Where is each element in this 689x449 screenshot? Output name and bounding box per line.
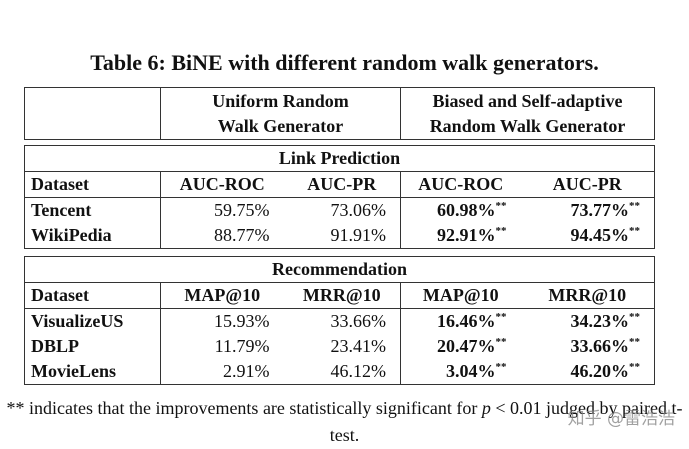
data-row: DBLP 11.79% 23.41% 20.47%** 33.66%** bbox=[25, 334, 655, 359]
value-cell: 94.45%** bbox=[521, 223, 655, 249]
column-header: AUC-ROC bbox=[160, 171, 284, 198]
dataset-name: MovieLens bbox=[31, 361, 116, 381]
table-body: Uniform Random Walk Generator Biased and S… bbox=[25, 87, 655, 140]
data-row: WikiPedia 88.77% 91.91% 92.91%** 94.45%** bbox=[25, 223, 655, 249]
value-cell: 2.91% bbox=[160, 359, 284, 385]
value-cell: 33.66% bbox=[330, 311, 387, 331]
value: 34.23% bbox=[570, 311, 630, 331]
column-header-row: Dataset MAP@10 MRR@10 MAP@10 MRR@10 bbox=[24, 282, 655, 309]
watermark: 知乎 @雷浩浩 bbox=[567, 409, 675, 429]
column-header: Dataset bbox=[24, 171, 161, 198]
data-row: MovieLens 2.91% 46.12% 3.04%** 46.20%** bbox=[25, 359, 655, 385]
footnote-symbol: p bbox=[481, 398, 491, 418]
column-header: AUC-PR bbox=[283, 171, 401, 198]
column-header: MAP@10 bbox=[400, 282, 521, 309]
value-cell: 73.77%** bbox=[521, 198, 655, 224]
header-group: Uniform Random Walk Generator bbox=[159, 87, 401, 140]
data-row: Tencent 59.75% 73.06% 60.98%** 73.77%** bbox=[25, 197, 655, 224]
value: 73.77% bbox=[570, 200, 630, 220]
column-header: MAP@10 bbox=[160, 282, 284, 309]
value-cell: 16.46%** bbox=[400, 308, 521, 334]
dataset-name: Tencent bbox=[31, 200, 92, 220]
significance-mark: ** bbox=[495, 225, 507, 237]
dataset-name: WikiPedia bbox=[31, 225, 112, 245]
table-block: Recommendation Dataset MAP@10 MRR@10 MAP@10 M… bbox=[24, 256, 656, 385]
significance-mark: ** bbox=[495, 311, 507, 323]
table-block: Link Prediction Dataset AUC-ROC AUC-PR AUC-R… bbox=[24, 145, 656, 249]
value: 16.46% bbox=[437, 311, 496, 331]
column-header: MRR@10 bbox=[283, 282, 401, 309]
significance-mark: ** bbox=[629, 200, 641, 212]
value: 92.91% bbox=[437, 225, 496, 245]
header-row: Uniform Random Walk Generator Biased and S… bbox=[25, 87, 655, 140]
value: 60.98% bbox=[437, 200, 496, 220]
value-cell: 88.77% bbox=[160, 223, 284, 249]
significance-mark: ** bbox=[629, 361, 641, 373]
significance-mark: ** bbox=[495, 361, 507, 373]
value-cell: 15.93% bbox=[160, 308, 284, 334]
section-title-row: Recommendation bbox=[24, 256, 655, 283]
value-cell: 3.04%** bbox=[400, 359, 521, 385]
value-cell: 73.06% bbox=[330, 200, 387, 220]
column-header: MRR@10 bbox=[520, 282, 655, 309]
significance-mark: ** bbox=[629, 311, 641, 323]
header-line: Random Walk Generator bbox=[429, 115, 626, 136]
header-line: Biased and Self-adaptive bbox=[432, 90, 623, 111]
header-cell bbox=[25, 88, 161, 140]
column-header-row: Dataset AUC-ROC AUC-PR AUC-ROC AUC-PR bbox=[24, 171, 655, 198]
dataset-name: VisualizeUS bbox=[31, 311, 124, 331]
header-group: Biased and Self-adaptive Random Walk Gene… bbox=[400, 87, 655, 140]
section-title-row: Link Prediction bbox=[24, 145, 655, 172]
value-cell: 23.41% bbox=[330, 336, 387, 356]
table-body: Link Prediction Dataset AUC-ROC AUC-PR AUC-R… bbox=[24, 145, 655, 249]
value-cell: 92.91%** bbox=[400, 223, 521, 249]
value: 94.45% bbox=[570, 225, 630, 245]
value-cell: 33.66%** bbox=[521, 334, 655, 359]
significance-mark: ** bbox=[495, 336, 507, 348]
table-block: Uniform Random Walk Generator Biased and S… bbox=[24, 87, 656, 140]
footnote: ** indicates that the improvements are s… bbox=[0, 395, 689, 449]
column-header: AUC-ROC bbox=[400, 171, 521, 198]
table-caption: Table 6: BiNE with different random walk… bbox=[90, 50, 599, 75]
column-header: Dataset bbox=[24, 282, 161, 309]
significance-mark: ** bbox=[629, 336, 641, 348]
value: 46.20% bbox=[570, 361, 630, 381]
value-cell: 34.23%** bbox=[521, 309, 655, 335]
value-cell: 11.79% bbox=[160, 334, 284, 359]
value-cell: 20.47%** bbox=[400, 334, 521, 359]
data-row: VisualizeUS 15.93% 33.66% 16.46%** 34.23%** bbox=[25, 308, 655, 335]
value-cell: 91.91% bbox=[330, 225, 387, 245]
value-cell: 46.12% bbox=[330, 361, 387, 381]
section-title: Link Prediction bbox=[24, 145, 655, 172]
header-line: Walk Generator bbox=[217, 115, 344, 136]
value: 33.66% bbox=[570, 336, 630, 356]
value: 20.47% bbox=[437, 336, 496, 356]
value-cell: 59.75% bbox=[160, 197, 284, 223]
header-line: Uniform Random bbox=[212, 90, 349, 111]
significance-mark: ** bbox=[495, 200, 507, 212]
footnote-text: < 0.01 judged by paired t-test. bbox=[329, 398, 683, 445]
footnote-text: ** indicates that the improvements are s… bbox=[6, 398, 482, 418]
significance-mark: ** bbox=[629, 225, 641, 237]
table-body: Recommendation Dataset MAP@10 MRR@10 MAP@10 M… bbox=[24, 256, 655, 385]
column-header: AUC-PR bbox=[520, 171, 655, 198]
value: 3.04% bbox=[446, 361, 496, 381]
dataset-name: DBLP bbox=[31, 336, 80, 356]
section-title: Recommendation bbox=[24, 256, 655, 283]
value-cell: 60.98%** bbox=[400, 197, 521, 223]
value-cell: 46.20%** bbox=[521, 359, 655, 385]
